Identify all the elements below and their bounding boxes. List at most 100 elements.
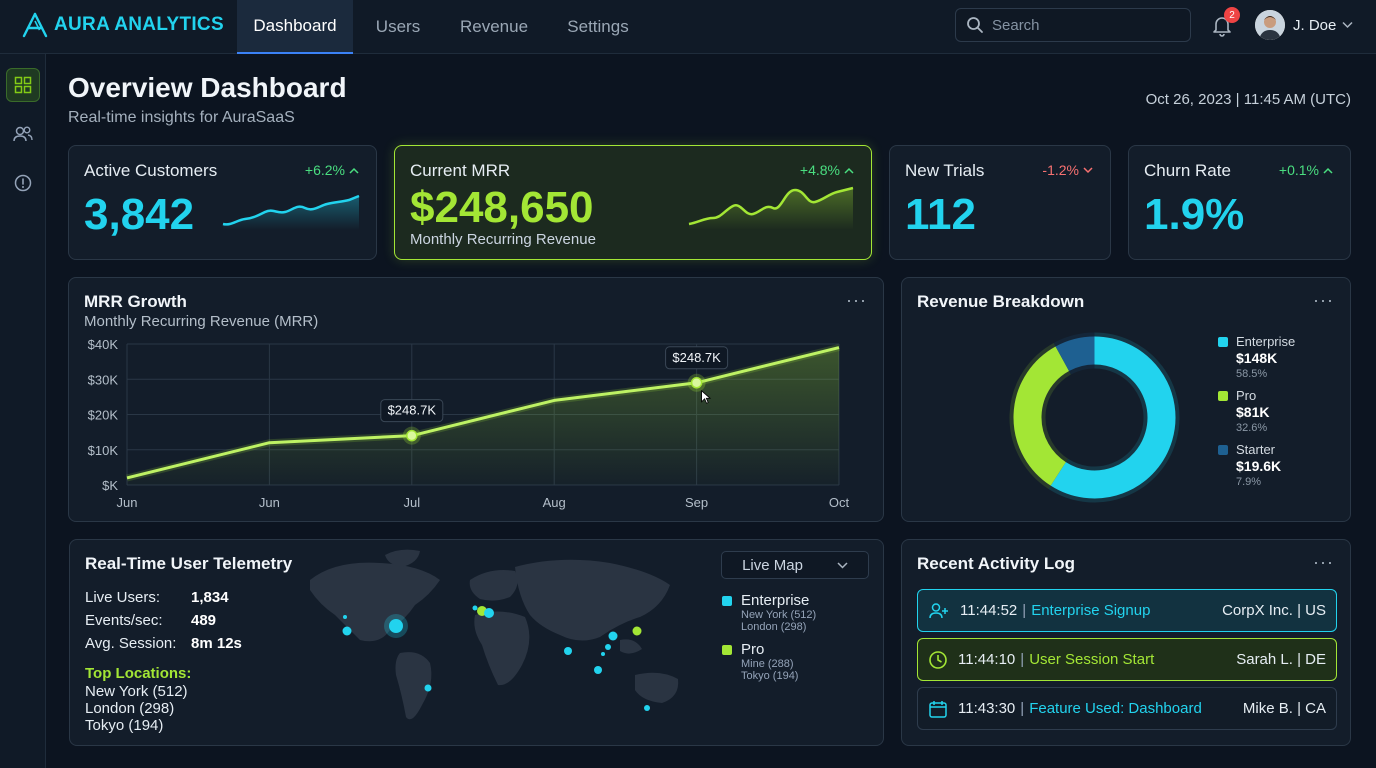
revenue-breakdown-panel: Revenue Breakdown ··· Enterprise $148K 5… xyxy=(901,277,1351,522)
y-tick-label: $K xyxy=(102,478,118,493)
chevron-up-icon xyxy=(844,167,854,174)
app-name: AURA ANALYTICS xyxy=(54,14,224,35)
legend-detail: New York (512) xyxy=(741,609,817,621)
pie-slice-pro xyxy=(1013,346,1070,486)
legend-swatch xyxy=(1218,445,1228,455)
data-label: $248.7K xyxy=(388,403,437,418)
kpi-value: 1.9% xyxy=(1144,190,1245,239)
delta-value: -1.2% xyxy=(1042,162,1079,178)
more-options-button[interactable]: ··· xyxy=(1313,552,1334,572)
search-box[interactable] xyxy=(955,8,1191,42)
world-map[interactable] xyxy=(290,545,710,745)
calendar-icon xyxy=(929,700,947,718)
data-point xyxy=(406,429,418,442)
kpi-delta: -1.2% xyxy=(1042,162,1093,178)
user-name[interactable]: J. Doe xyxy=(1293,17,1337,34)
map-view-select[interactable]: Live Map xyxy=(721,551,869,579)
legend-percent: 32.6% xyxy=(1236,422,1268,434)
sidebar-item-dashboard[interactable] xyxy=(6,68,40,102)
search-icon xyxy=(967,17,983,33)
panel-title: MRR Growth xyxy=(84,292,187,311)
mrr-line-chart[interactable]: $40K $30K $20K $10K $K Jun Jun Jul Aug Sep Oct $248… xyxy=(69,278,885,523)
activity-source: Mike B. | CA xyxy=(1242,700,1326,717)
legend-name: Enterprise xyxy=(741,592,810,609)
activity-source: Sarah L. | DE xyxy=(1236,651,1326,668)
activity-event: Feature Used: Dashboard xyxy=(1029,700,1202,717)
panel-title: Revenue Breakdown xyxy=(917,292,1085,311)
y-tick-label: $30K xyxy=(88,372,119,387)
avatar[interactable] xyxy=(1255,10,1285,40)
delta-value: +0.1% xyxy=(1278,162,1319,178)
stat-label: Events/sec: xyxy=(85,612,163,629)
kpi-card-active-customers[interactable]: Active Customers +6.2% 3,842 xyxy=(68,145,377,260)
tab-revenue[interactable]: Revenue xyxy=(459,17,529,36)
legend-swatch xyxy=(1218,337,1228,347)
data-label: $248.7K xyxy=(672,350,721,365)
legend-name: Enterprise xyxy=(1236,334,1296,349)
app-logo[interactable]: AURA ANALYTICS xyxy=(22,12,224,38)
activity-row[interactable]: 11:44:52 | Enterprise Signup CorpX Inc. … xyxy=(917,589,1337,632)
series-line xyxy=(126,346,840,480)
legend-value: $19.6K xyxy=(1236,458,1282,474)
kpi-sublabel: Monthly Recurring Revenue xyxy=(410,231,596,248)
legend-detail: Mine (288) xyxy=(741,658,794,670)
mouse-cursor-icon xyxy=(701,389,712,404)
sidebar-item-users[interactable] xyxy=(6,117,40,151)
kpi-value: 3,842 xyxy=(84,190,195,239)
tab-settings[interactable]: Settings xyxy=(567,17,629,36)
activity-row[interactable]: 11:43:30 | Feature Used: Dashboard Mike … xyxy=(917,687,1337,730)
chevron-down-icon xyxy=(1083,166,1093,173)
tab-users[interactable]: Users xyxy=(375,17,421,36)
legend-name: Starter xyxy=(1236,442,1276,457)
kpi-label: Active Customers xyxy=(84,161,218,180)
sidebar xyxy=(0,54,46,768)
more-options-button[interactable]: ··· xyxy=(846,290,867,310)
legend-name: Pro xyxy=(1236,388,1257,403)
kpi-card-new-trials[interactable]: New Trials -1.2% 112 xyxy=(889,145,1111,260)
kpi-card-churn-rate[interactable]: Churn Rate +0.1% 1.9% xyxy=(1128,145,1351,260)
chevron-down-icon xyxy=(837,561,848,569)
kpi-card-current-mrr[interactable]: Current MRR +4.8% $248,650 Monthly Recur… xyxy=(394,145,872,260)
activity-time: 11:44:10 xyxy=(958,651,1016,668)
legend-swatch xyxy=(722,645,732,655)
aura-logo-icon xyxy=(22,12,48,38)
mrr-growth-panel: MRR Growth Monthly Recurring Revenue (MR… xyxy=(68,277,884,522)
panel-subtitle: Monthly Recurring Revenue (MRR) xyxy=(84,313,319,330)
notification-count-badge: 2 xyxy=(1224,7,1240,23)
list-item: London (298) xyxy=(85,700,175,717)
panel-title: Real-Time User Telemetry xyxy=(85,554,293,573)
tab-dashboard[interactable]: Dashboard xyxy=(237,0,353,54)
kpi-value: 112 xyxy=(905,190,976,239)
info-icon xyxy=(14,174,32,192)
search-input[interactable] xyxy=(992,16,1172,34)
area-fill xyxy=(127,347,839,485)
legend-value: $81K xyxy=(1236,404,1270,420)
x-tick-label: Jun xyxy=(259,495,280,510)
legend-detail: London (298) xyxy=(741,621,807,633)
delta-value: +4.8% xyxy=(799,162,840,178)
chevron-up-icon xyxy=(349,167,359,174)
kpi-value: $248,650 xyxy=(410,183,594,232)
activity-log-panel: Recent Activity Log ··· 11:44:52 | Enter… xyxy=(901,539,1351,746)
select-value: Live Map xyxy=(742,556,803,574)
revenue-donut-chart[interactable] xyxy=(1007,330,1182,505)
tooltip-box xyxy=(380,399,444,423)
stat-label: Live Users: xyxy=(85,589,161,606)
stat-value: 489 xyxy=(191,612,217,629)
chevron-down-icon[interactable] xyxy=(1342,21,1353,29)
activity-row[interactable]: 11:44:10 | User Session Start Sarah L. |… xyxy=(917,638,1337,681)
legend-value: $148K xyxy=(1236,350,1278,366)
legend-swatch xyxy=(722,596,732,606)
activity-time: 11:44:52 xyxy=(960,602,1018,619)
activity-hotspots xyxy=(342,605,650,711)
kpi-label: Churn Rate xyxy=(1144,161,1231,180)
legend-name: Pro xyxy=(741,641,765,658)
activity-source: CorpX Inc. | US xyxy=(1222,602,1326,619)
x-tick-label: Jul xyxy=(403,495,420,510)
more-options-button[interactable]: ··· xyxy=(1313,290,1334,310)
y-tick-label: $10K xyxy=(88,443,119,458)
tooltip-box xyxy=(665,346,729,370)
sidebar-item-info[interactable] xyxy=(6,166,40,200)
stat-value: 8m 12s xyxy=(191,635,242,652)
legend-percent: 58.5% xyxy=(1236,368,1268,380)
